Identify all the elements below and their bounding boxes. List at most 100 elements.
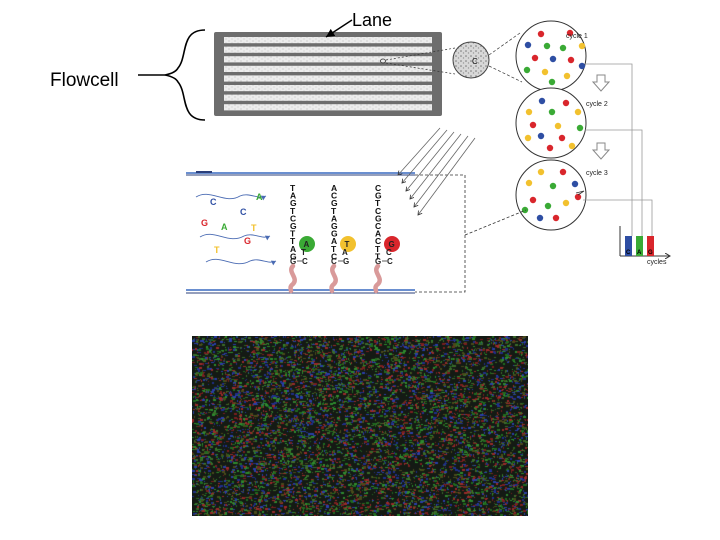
cluster-dot — [554, 122, 562, 130]
cluster-fluorescence-image — [192, 336, 528, 516]
cycle-2-circle — [515, 87, 587, 159]
flowcell-body — [214, 32, 442, 116]
cycle-to-histogram-lines — [583, 63, 653, 236]
cluster-zoom-circle — [452, 41, 490, 79]
template-base: G — [290, 198, 297, 208]
template-base: T — [290, 229, 296, 239]
cluster-dot — [537, 168, 545, 176]
cluster-dot — [538, 97, 546, 105]
template-base: A — [290, 244, 296, 254]
cluster-dot — [552, 214, 560, 222]
cluster-dot — [537, 132, 545, 140]
cluster-dot — [537, 30, 545, 38]
free-nucleotide: T — [214, 245, 220, 255]
flow-arrows — [195, 193, 277, 266]
free-nucleotide: C — [210, 197, 217, 207]
cluster-dot — [566, 29, 574, 37]
cluster-dot — [536, 214, 544, 222]
cluster-dot — [531, 54, 539, 62]
cluster-dot — [571, 180, 579, 188]
template-base: T — [331, 244, 337, 254]
cluster-zoom-letter: C — [472, 57, 478, 66]
template-base: A — [331, 236, 337, 246]
cluster-dot — [574, 193, 582, 201]
bottom-base-left: G — [290, 257, 296, 266]
paired-base: A — [342, 248, 348, 257]
template-base: C — [375, 221, 381, 231]
template-base: A — [331, 213, 337, 223]
paired-base: T — [301, 248, 306, 257]
cluster-dot — [541, 68, 549, 76]
cluster-dot — [576, 124, 584, 132]
strand-anchor — [288, 263, 297, 294]
cluster-dot — [523, 66, 531, 74]
laser-beam — [410, 133, 462, 199]
cluster-dot — [548, 108, 556, 116]
cycle-zoom-line-bottom — [488, 65, 523, 83]
histogram-bar-a — [636, 236, 643, 256]
template-base: A — [375, 229, 381, 239]
template-base: T — [290, 236, 296, 246]
laser-beams — [398, 127, 476, 215]
template-base: G — [331, 229, 338, 239]
free-nucleotide: C — [240, 207, 247, 217]
cluster-dot — [562, 99, 570, 107]
bottom-base-left: C — [331, 257, 337, 266]
template-base: G — [290, 221, 297, 231]
flowcell-lanes — [224, 37, 432, 111]
template-base: G — [331, 198, 338, 208]
free-nucleotide: A — [221, 222, 228, 232]
fluorescent-nucleotide — [340, 236, 356, 252]
laser-beam — [406, 131, 455, 191]
template-base: A — [290, 191, 296, 201]
flowcell-brace — [164, 29, 206, 121]
laser-beam — [414, 135, 469, 207]
cluster-dot — [529, 196, 537, 204]
cycle-3-label: cycle 3 — [586, 170, 608, 177]
cycle-3-circle — [515, 159, 587, 231]
template-base: T — [331, 206, 337, 216]
lane-stripe — [224, 85, 432, 92]
cluster-dot — [525, 179, 533, 187]
lane-stripe — [224, 46, 432, 53]
free-nucleotide: G — [201, 218, 208, 228]
cycle-arrow-1 — [591, 74, 611, 92]
paired-base-bottom: G — [343, 257, 349, 266]
cluster-dot — [543, 42, 551, 50]
template-base: A — [331, 183, 337, 193]
lane-stripe — [224, 104, 432, 111]
cluster-dot — [558, 134, 566, 142]
lane-stripe — [224, 37, 432, 44]
paired-base: C — [386, 248, 392, 257]
template-base: T — [290, 183, 296, 193]
incorporated-base: G — [389, 240, 395, 249]
cluster-dot — [567, 56, 575, 64]
strand-anchor — [329, 263, 338, 294]
template-base: C — [331, 251, 337, 261]
free-nucleotides: C ACG A TGT — [201, 192, 263, 255]
cluster-dot — [524, 134, 532, 142]
flowcell-label: Flowcell — [50, 70, 119, 91]
template-base: C — [290, 213, 296, 223]
incorporated-base: A — [304, 240, 310, 249]
template-base: T — [375, 251, 381, 261]
cluster-dot — [529, 121, 537, 129]
cluster-dot — [521, 206, 529, 214]
lane-stripe — [224, 65, 432, 72]
laser-beam — [398, 127, 441, 175]
histogram-cycles-label: cycles — [647, 259, 667, 266]
template-base: G — [331, 221, 338, 231]
lane-stripe — [224, 75, 432, 82]
cluster-dot — [568, 142, 576, 150]
cluster-dot — [524, 41, 532, 49]
cluster-dot — [574, 108, 582, 116]
lane-arrow — [325, 19, 353, 38]
free-nucleotide: T — [251, 223, 257, 233]
template-base: T — [290, 206, 296, 216]
template-base: C — [375, 183, 381, 193]
paired-base-bottom: C — [302, 257, 308, 266]
free-nucleotide: G — [244, 236, 251, 246]
